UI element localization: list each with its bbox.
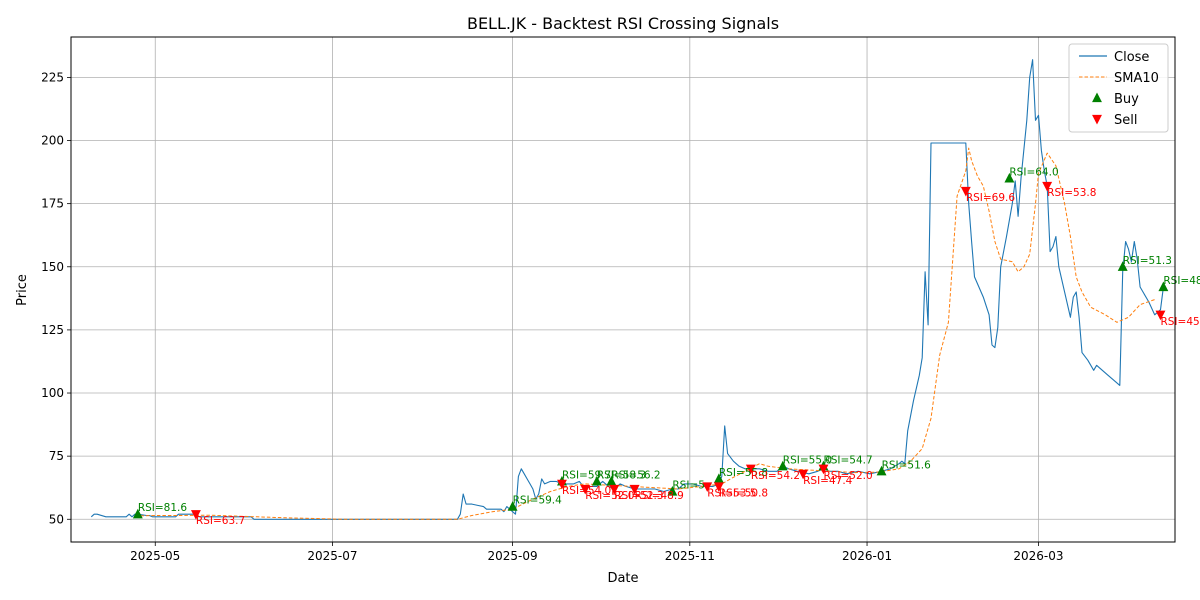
buy-annotation: RSI=48.7 [1163, 275, 1200, 287]
y-tick-label: 150 [41, 260, 64, 274]
buy-annotation: RSI=64.0 [1009, 166, 1058, 178]
buy-marker [591, 475, 602, 486]
sell-annotation: RSI=53.5 [707, 487, 756, 499]
close-series-line [90, 59, 1164, 520]
sell-annotation: RSI=48.9 [635, 490, 684, 502]
sell-marker [713, 482, 724, 492]
buy-annotation: RSI=59.4 [513, 495, 563, 507]
x-tick-label: 2026-03 [1013, 549, 1063, 563]
sell-marker [960, 186, 971, 197]
sell-annotation: RSI=69.6 [966, 192, 1016, 204]
buy-marker [1117, 261, 1128, 271]
y-tick-label: 225 [41, 70, 64, 84]
x-tick-label: 2025-05 [130, 549, 180, 563]
sell-marker [818, 464, 829, 475]
x-axis-label: Date [607, 571, 638, 586]
sell-marker [798, 469, 809, 480]
buy-marker [507, 501, 518, 511]
sell-marker [557, 479, 567, 490]
sell-annotation: RSI=52.0 [823, 470, 872, 482]
buy-annotation: RSI=59.7 [562, 469, 611, 481]
buy-marker [606, 475, 617, 486]
sell-annotation: RSI=53.8 [1047, 187, 1096, 199]
buy-marker [1004, 172, 1015, 183]
sell-annotation: RSI=45.1 [1160, 316, 1200, 328]
legend-label: Sell [1114, 113, 1137, 128]
y-tick-label: 75 [49, 449, 64, 463]
buy-annotation: RSI=51.3 [1123, 255, 1172, 267]
y-tick-label: 175 [41, 197, 64, 211]
y-tick-label: 200 [41, 134, 64, 148]
sell-marker [190, 510, 201, 520]
sell-annotation: RSI=52.3 [614, 490, 663, 502]
sell-annotation: RSI=47.4 [803, 475, 853, 487]
buy-annotation: RSI=56.2 [611, 469, 660, 481]
buy-annotation: RSI=81.6 [138, 502, 188, 514]
legend: Close SMA10 Buy Sell [1068, 43, 1169, 133]
sma10-series-line [134, 147, 1155, 520]
buy-marker [876, 465, 887, 476]
y-tick-label: 50 [49, 512, 64, 526]
buy-marker [667, 486, 678, 496]
x-tick-label: 2025-11 [665, 549, 715, 563]
annotations: RSI=81.6 RSI=59.4 RSI=59.7RSI=58.3RSI=56.2… [138, 166, 1200, 527]
sell-marker [745, 464, 756, 475]
legend-label: Buy [1114, 92, 1139, 107]
sell-marker [629, 484, 640, 495]
plot-area [90, 59, 1169, 520]
buy-marker [132, 508, 143, 519]
sell-marker [580, 484, 591, 495]
sell-annotation: RSI=63.7 [196, 515, 245, 527]
sell-annotation: RSI=50.8 [719, 487, 768, 499]
legend-handle [1092, 114, 1102, 125]
x-axis: 2025-05 2025-07 2025-09 2025-11 2026-01 2026-… [130, 542, 1064, 563]
sell-annotation: RSI=54.2 [751, 470, 800, 482]
y-axis: 50 75 100 125 150 175 200 225 [41, 70, 71, 526]
y-tick-label: 100 [41, 386, 64, 400]
x-tick-label: 2025-09 [488, 549, 538, 563]
legend-label: SMA10 [1114, 71, 1159, 86]
legend-label: Close [1114, 50, 1149, 65]
buy-annotation: RSI=55.0 [783, 454, 832, 466]
y-axis-label: Price [15, 274, 30, 306]
legend-box [1068, 43, 1169, 133]
sell-annotation: RSI=54.0 [562, 485, 611, 497]
buy-annotation: RSI=55.8 [719, 467, 768, 479]
sell-annotation: RSI=52.0 [585, 490, 634, 502]
plot-frame [70, 36, 1176, 543]
buy-annotation: RSI=51.6 [882, 459, 932, 471]
sell-marker [1155, 310, 1166, 321]
buy-annotation: RSI=58.3 [597, 469, 646, 481]
buy-marker [777, 460, 788, 471]
buy-annotation: RSI=54.7 [823, 454, 872, 466]
sell-marker [609, 484, 620, 495]
x-tick-label: 2025-07 [307, 549, 357, 563]
chart-title: BELL.JK - Backtest RSI Crossing Signals [467, 14, 779, 33]
legend-handle [1092, 92, 1102, 103]
buy-marker [1158, 281, 1169, 292]
sell-marker [1042, 181, 1053, 192]
sell-marker [702, 482, 713, 492]
buy-marker [713, 473, 724, 483]
buy-annotation: RSI=5 [672, 480, 705, 492]
x-tick-label: 2026-01 [842, 549, 892, 563]
y-tick-label: 125 [41, 323, 64, 337]
